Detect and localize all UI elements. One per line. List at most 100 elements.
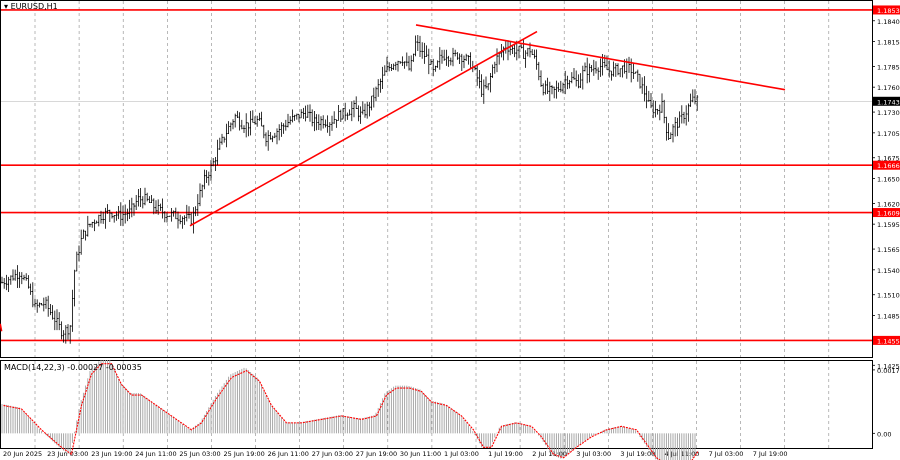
price-bar — [300, 109, 303, 119]
price-bar — [617, 63, 619, 76]
price-bar — [117, 205, 120, 220]
price-bar — [122, 205, 124, 227]
time-tick-label: 23 Jun 03:00 — [47, 450, 88, 458]
price-bar — [403, 61, 406, 69]
price-bar — [269, 132, 272, 140]
level-label: 1.1609 — [877, 210, 900, 218]
macd-tick-label: 0.00 — [877, 430, 891, 438]
price-bar — [170, 208, 173, 222]
time-tick-label: 25 Jun 19:00 — [224, 450, 265, 458]
price-bar — [379, 78, 382, 93]
price-bar — [586, 57, 589, 84]
price-bar — [40, 302, 43, 306]
price-tick-label: 1.1485 — [877, 312, 900, 320]
price-bar — [69, 325, 72, 344]
price-bar — [38, 302, 41, 308]
price-bar — [663, 99, 666, 124]
price-bar — [410, 55, 413, 72]
price-bar — [82, 229, 85, 239]
price-bar — [487, 83, 490, 91]
price-bar — [425, 45, 428, 58]
price-bar — [515, 40, 518, 61]
price-bar — [364, 103, 366, 118]
price-bar — [430, 58, 432, 65]
price-bar — [696, 95, 699, 111]
price-bar — [16, 265, 19, 288]
price-bar — [36, 299, 39, 313]
price-bar — [271, 135, 274, 143]
price-bar — [293, 114, 296, 121]
price-bar — [287, 113, 289, 128]
price-bar — [537, 61, 540, 81]
price-bar — [581, 65, 584, 90]
current-price-label: 1.1743 — [877, 98, 900, 106]
price-bar — [315, 114, 318, 131]
price-bar — [205, 170, 208, 183]
price-bar — [590, 65, 593, 73]
price-bar — [562, 82, 564, 94]
price-tick-label: 1.1510 — [877, 292, 900, 300]
level-label: 1.1853 — [877, 7, 900, 15]
price-bar — [278, 124, 281, 141]
price-bar — [146, 192, 149, 202]
price-bar — [113, 215, 116, 223]
price-bar — [610, 70, 613, 81]
price-bar — [603, 54, 606, 68]
price-bar — [427, 48, 430, 75]
price-bar — [342, 107, 344, 120]
price-bar — [632, 63, 635, 80]
price-bar — [368, 102, 371, 117]
price-bar — [289, 116, 292, 125]
price-bar — [102, 211, 105, 224]
price-bar — [249, 110, 252, 136]
price-bar — [128, 199, 131, 220]
price-bar — [313, 111, 316, 132]
price-bar — [333, 111, 336, 124]
price-bar — [377, 79, 380, 97]
price-bar — [685, 105, 688, 126]
price-bar — [509, 41, 512, 56]
price-bar — [260, 111, 263, 127]
price-bar — [97, 214, 100, 227]
price-bar — [524, 50, 527, 68]
price-bar — [678, 111, 681, 128]
price-bar — [221, 133, 223, 145]
price-bar — [531, 49, 534, 55]
price-bar — [331, 115, 333, 131]
price-bar — [49, 304, 52, 316]
price-bar — [51, 305, 54, 320]
price-bar — [348, 109, 351, 116]
price-bar — [570, 72, 573, 84]
level-tag — [873, 5, 900, 15]
price-bar — [89, 223, 91, 228]
price-bar — [386, 56, 388, 73]
price-bar — [304, 105, 307, 122]
price-bar — [355, 96, 358, 109]
price-bar — [614, 63, 617, 77]
price-bar — [86, 215, 89, 237]
price-bar — [229, 122, 232, 132]
price-bar — [438, 47, 441, 70]
price-bar — [5, 274, 8, 291]
price-bar — [265, 132, 267, 147]
price-bar — [669, 132, 672, 139]
price-bar — [645, 85, 648, 109]
price-bar — [1, 276, 3, 284]
price-bar — [311, 109, 314, 127]
price-bar — [67, 324, 69, 340]
price-bar — [148, 196, 151, 204]
price-bar — [568, 79, 571, 89]
price-bar — [518, 45, 520, 59]
price-bar — [258, 112, 261, 121]
price-bar — [359, 106, 362, 124]
price-bar — [56, 309, 58, 331]
price-bar — [592, 59, 595, 76]
price-bar — [553, 86, 556, 99]
time-tick-label: 2 Jul 11:00 — [532, 450, 567, 458]
price-bar — [658, 104, 661, 121]
price-bar — [683, 111, 685, 124]
price-bar — [408, 55, 410, 71]
price-bar — [47, 295, 50, 317]
price-bar — [172, 210, 175, 217]
